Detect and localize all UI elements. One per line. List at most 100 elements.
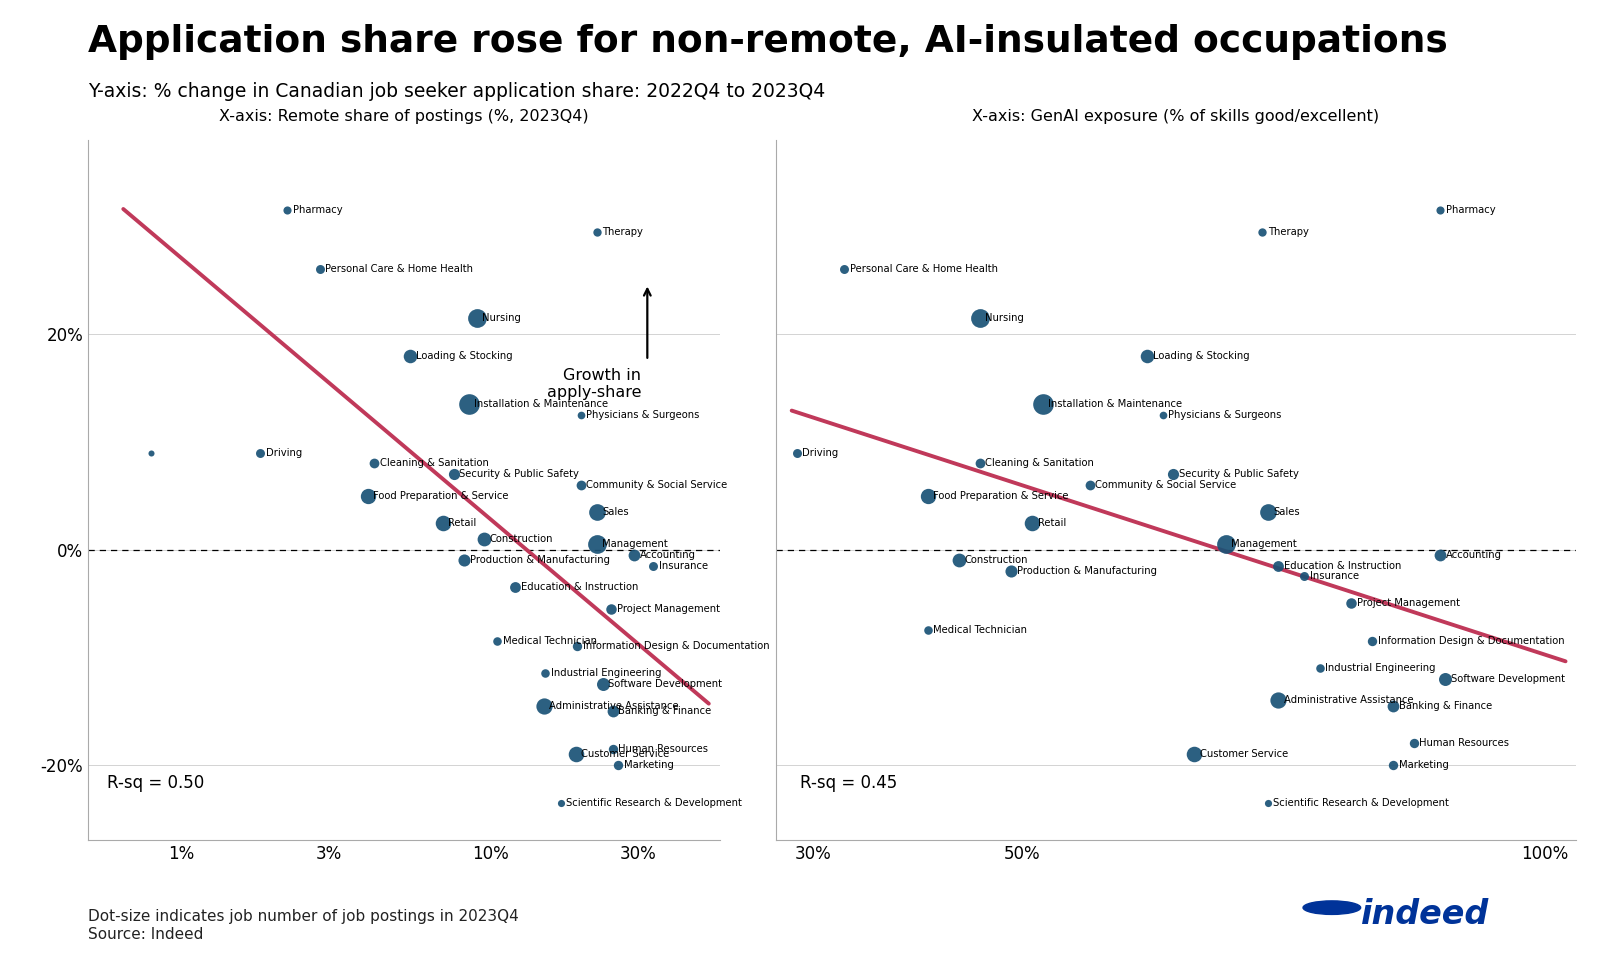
Text: Industrial Engineering: Industrial Engineering bbox=[550, 668, 661, 678]
Point bbox=[362, 456, 387, 471]
Text: Project Management: Project Management bbox=[1357, 598, 1459, 609]
Text: Y-axis: % change in Canadian job seeker application share: 2022Q4 to 2023Q4: Y-axis: % change in Canadian job seeker … bbox=[88, 82, 826, 101]
Text: Scientific Research & Development: Scientific Research & Development bbox=[1274, 798, 1450, 808]
Text: Accounting: Accounting bbox=[1446, 550, 1502, 560]
Text: Banking & Finance: Banking & Finance bbox=[619, 706, 712, 716]
Text: Construction: Construction bbox=[965, 555, 1029, 565]
Text: Insurance: Insurance bbox=[659, 560, 709, 571]
Point bbox=[138, 444, 163, 460]
Text: Management: Management bbox=[602, 539, 669, 549]
Text: Driving: Driving bbox=[803, 447, 838, 458]
Point bbox=[584, 504, 610, 520]
Point bbox=[1030, 396, 1056, 412]
Point bbox=[640, 558, 666, 574]
Point bbox=[1250, 224, 1275, 240]
Point bbox=[1432, 671, 1458, 687]
Point bbox=[398, 348, 424, 363]
Text: Retail: Retail bbox=[448, 518, 477, 527]
Point bbox=[966, 456, 992, 471]
Text: Food Preparation & Service: Food Preparation & Service bbox=[373, 491, 509, 500]
Text: Loading & Stocking: Loading & Stocking bbox=[1152, 351, 1250, 360]
Text: Software Development: Software Development bbox=[1451, 674, 1565, 684]
Point bbox=[430, 515, 456, 530]
Point bbox=[1402, 736, 1427, 752]
Text: Sales: Sales bbox=[602, 507, 629, 517]
Text: Growth in
apply-share: Growth in apply-share bbox=[547, 368, 642, 400]
Text: Driving: Driving bbox=[266, 447, 302, 458]
Text: Medical Technician: Medical Technician bbox=[502, 636, 597, 646]
Text: Construction: Construction bbox=[490, 534, 554, 544]
Text: Production & Manufacturing: Production & Manufacturing bbox=[470, 555, 610, 565]
Text: Accounting: Accounting bbox=[640, 550, 696, 560]
Point bbox=[485, 634, 510, 649]
Text: Administrative Assistance: Administrative Assistance bbox=[549, 700, 678, 711]
Text: Medical Technician: Medical Technician bbox=[933, 625, 1027, 636]
Text: Nursing: Nursing bbox=[986, 313, 1024, 323]
Point bbox=[598, 601, 624, 616]
Point bbox=[1266, 558, 1291, 574]
Text: Retail: Retail bbox=[1038, 518, 1066, 527]
Point bbox=[584, 536, 610, 552]
Text: Insurance: Insurance bbox=[1310, 572, 1358, 582]
Text: Scientific Research & Development: Scientific Research & Development bbox=[566, 798, 742, 808]
Point bbox=[915, 622, 941, 638]
Text: Human Resources: Human Resources bbox=[1419, 738, 1509, 749]
Text: indeed: indeed bbox=[1360, 897, 1490, 930]
Point bbox=[568, 407, 594, 422]
Text: Management: Management bbox=[1232, 539, 1298, 549]
Point bbox=[531, 698, 557, 714]
Point bbox=[915, 488, 941, 503]
Text: Administrative Assistance: Administrative Assistance bbox=[1283, 696, 1413, 705]
Text: R-sq = 0.50: R-sq = 0.50 bbox=[107, 774, 205, 792]
Point bbox=[355, 488, 381, 503]
Text: Human Resources: Human Resources bbox=[619, 744, 709, 753]
Text: Marketing: Marketing bbox=[1398, 760, 1448, 770]
Text: Information Design & Documentation: Information Design & Documentation bbox=[582, 641, 770, 651]
Text: Loading & Stocking: Loading & Stocking bbox=[416, 351, 512, 360]
Text: Banking & Finance: Banking & Finance bbox=[1398, 700, 1491, 711]
Text: Community & Social Service: Community & Social Service bbox=[586, 480, 728, 490]
Point bbox=[1381, 757, 1406, 773]
Text: Customer Service: Customer Service bbox=[1200, 750, 1288, 759]
Point bbox=[568, 477, 594, 493]
Point bbox=[1213, 536, 1238, 552]
Point bbox=[1134, 348, 1160, 363]
Point bbox=[470, 531, 496, 547]
Text: Physicians & Surgeons: Physicians & Surgeons bbox=[586, 410, 699, 420]
Point bbox=[565, 639, 590, 654]
Text: Industrial Engineering: Industrial Engineering bbox=[1325, 663, 1435, 673]
Text: Information Design & Documentation: Information Design & Documentation bbox=[1378, 636, 1565, 646]
Text: Cleaning & Sanitation: Cleaning & Sanitation bbox=[986, 458, 1094, 469]
Point bbox=[533, 666, 558, 681]
Point bbox=[563, 747, 589, 762]
Point bbox=[275, 202, 301, 217]
Text: X-axis: GenAI exposure (% of skills good/excellent): X-axis: GenAI exposure (% of skills good… bbox=[973, 109, 1379, 125]
Point bbox=[966, 310, 992, 326]
Point bbox=[248, 444, 274, 460]
Point bbox=[1427, 202, 1453, 217]
Point bbox=[1291, 569, 1317, 584]
Circle shape bbox=[1302, 901, 1360, 915]
Point bbox=[1360, 634, 1386, 649]
Text: Customer Service: Customer Service bbox=[581, 750, 669, 759]
Point bbox=[1077, 477, 1102, 493]
Point bbox=[307, 262, 333, 277]
Text: Marketing: Marketing bbox=[624, 760, 674, 770]
Point bbox=[584, 224, 610, 240]
Text: Installation & Maintenance: Installation & Maintenance bbox=[1048, 399, 1182, 409]
Point bbox=[1381, 698, 1406, 714]
Text: Therapy: Therapy bbox=[1267, 227, 1309, 237]
Text: Education & Instruction: Education & Instruction bbox=[522, 582, 638, 592]
Text: Pharmacy: Pharmacy bbox=[1446, 205, 1496, 215]
Text: Dot-size indicates job number of job postings in 2023Q4
Source: Indeed: Dot-size indicates job number of job pos… bbox=[88, 909, 518, 942]
Point bbox=[1254, 504, 1280, 520]
Text: Nursing: Nursing bbox=[482, 313, 522, 323]
Point bbox=[456, 396, 482, 412]
Point bbox=[1160, 467, 1186, 482]
Text: Pharmacy: Pharmacy bbox=[293, 205, 342, 215]
Point bbox=[946, 553, 971, 568]
Text: Personal Care & Home Health: Personal Care & Home Health bbox=[850, 265, 997, 274]
Text: X-axis: Remote share of postings (%, 2023Q4): X-axis: Remote share of postings (%, 202… bbox=[219, 109, 589, 125]
Point bbox=[1254, 795, 1280, 810]
Point bbox=[600, 703, 626, 719]
